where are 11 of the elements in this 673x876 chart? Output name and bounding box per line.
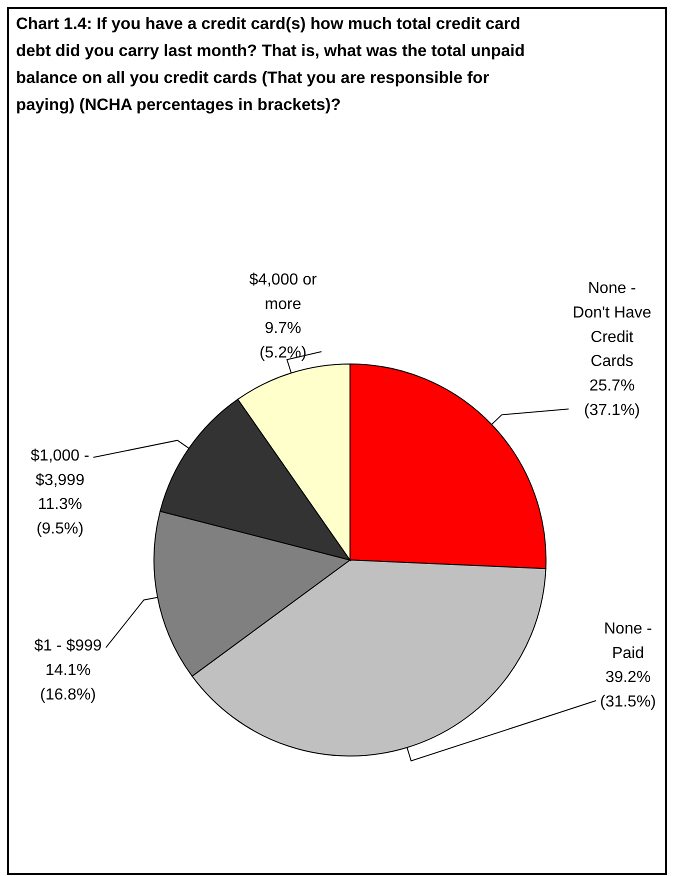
data-label: 25.7% (37.1%)	[584, 378, 640, 419]
data-label: 11.3% (9.5%)	[36, 496, 84, 538]
slice-label: $1 - $999	[34, 638, 102, 655]
data-label: 14.1% (16.8%)	[40, 662, 96, 704]
data-label: 39.2% (31.5%)	[600, 669, 656, 711]
chart-title: Chart 1.4: If you have a credit card(s) how much total credit card debt did you carry last month? That is, what was the total unpaid balance on all you credit cards (That you are responsible for paying) (NCHA percentages in brackets)?	[16, 15, 525, 114]
data-label: 9.7% (5.2%)	[259, 320, 307, 362]
slice-label: $1,000 - $3,999	[30, 447, 90, 489]
slice-label: None - Paid	[604, 620, 652, 662]
slice-label: None - Don't Have Credit Cards	[572, 280, 652, 370]
slice-label: $4,000 or more	[249, 271, 318, 313]
